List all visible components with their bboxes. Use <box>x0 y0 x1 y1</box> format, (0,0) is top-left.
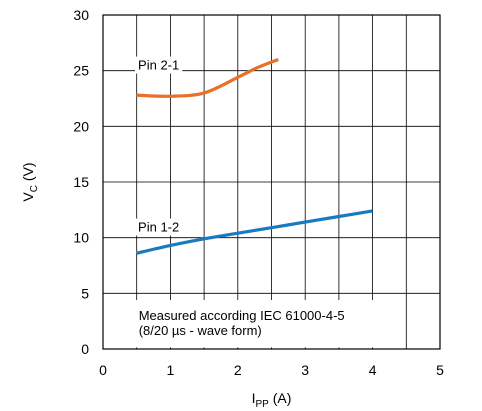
series-label-background-pin-2-1 <box>135 56 183 74</box>
x-tick-label: 4 <box>369 362 377 378</box>
y-tick-label: 15 <box>73 174 89 190</box>
x-tick-label: 1 <box>167 362 175 378</box>
x-axis-title: IPP (A) <box>252 390 292 410</box>
series-layer <box>136 58 373 255</box>
y-tick-label: 20 <box>73 118 89 134</box>
x-axis-title-unit: (A) <box>269 390 292 406</box>
y-tick-label: 25 <box>73 63 89 79</box>
series-label-pin-1-2: Pin 1-2 <box>138 220 179 235</box>
y-axis-title: VC (V) <box>20 162 40 201</box>
y-tick-label: 5 <box>81 285 89 301</box>
x-axis-title-subscript: PP <box>255 399 269 410</box>
series-line-pin-2-1 <box>136 58 279 98</box>
series-labels: Pin 2-1 Pin 1-2 <box>135 56 183 236</box>
x-tick-label: 5 <box>436 362 444 378</box>
annotation-line-1: Measured according IEC 61000-4-5 <box>139 308 345 323</box>
y-tick-label: 10 <box>73 230 89 246</box>
x-tick-label: 3 <box>301 362 309 378</box>
y-tick-labels: 0 5 10 15 20 25 30 <box>73 7 89 357</box>
y-axis-title-subscript: C <box>29 185 40 192</box>
y-axis-title-unit: (V) <box>20 162 36 185</box>
x-tick-label: 2 <box>234 362 242 378</box>
grid <box>103 15 440 349</box>
y-tick-label: 0 <box>81 341 89 357</box>
x-axis-title-main: I <box>252 390 256 406</box>
series-label-pin-2-1: Pin 2-1 <box>138 58 179 73</box>
series-line-pin-1-2 <box>136 209 373 255</box>
y-axis-title-main: V <box>20 192 36 202</box>
x-tick-label: 0 <box>99 362 107 378</box>
series-label-background-pin-1-2 <box>135 218 183 236</box>
y-tick-label: 30 <box>73 7 89 23</box>
x-tick-labels: 0 1 2 3 4 5 <box>99 362 444 378</box>
annotation-box: Measured according IEC 61000-4-5 (8/20 µ… <box>133 300 378 348</box>
plot-frame <box>102 14 441 350</box>
annotation-line-2: (8/20 µs - wave form) <box>139 323 262 338</box>
annotation-background <box>133 300 378 348</box>
